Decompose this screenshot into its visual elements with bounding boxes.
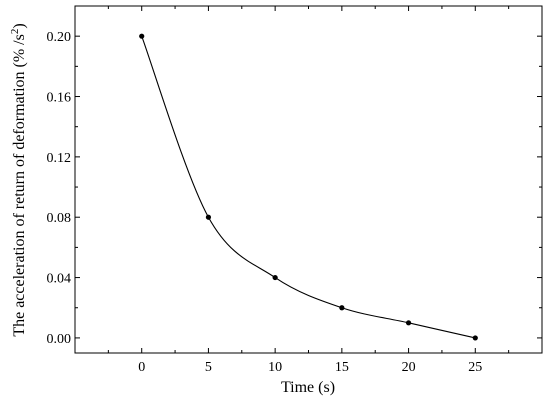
plot-frame	[74, 5, 543, 354]
y-axis-title-main: The acceleration of return of deformatio…	[11, 34, 28, 337]
y-axis-title-close: )	[11, 23, 28, 28]
x-tick-label: 0	[138, 360, 145, 375]
data-point	[139, 33, 145, 39]
fit-curve	[141, 35, 476, 339]
data-point	[339, 305, 345, 311]
x-tick-label: 10	[268, 360, 282, 375]
y-tick-label: 0.20	[47, 30, 72, 45]
x-tick-label: 25	[468, 360, 482, 375]
y-tick-label: 0.04	[47, 272, 72, 287]
tick-labels: 0 5 10 15 20 25 0.00 0.04 0.08 0.12 0.16 0.20	[47, 30, 483, 375]
y-tick-label: 0.08	[47, 211, 72, 226]
data-points	[139, 33, 478, 341]
data-point	[472, 335, 478, 341]
x-tick-label: 15	[335, 360, 349, 375]
data-point	[272, 274, 278, 281]
ticks	[74, 6, 543, 353]
y-tick-label: 0.16	[47, 91, 72, 106]
y-tick-label: 0.12	[47, 151, 72, 166]
x-tick-label: 20	[402, 360, 416, 375]
data-point	[405, 320, 412, 326]
x-tick-label: 5	[205, 360, 212, 375]
data-point	[205, 214, 212, 220]
y-axis-title-superscript: 2	[9, 29, 21, 35]
y-tick-label: 0.00	[47, 332, 72, 347]
y-axis-title: The acceleration of return of deformatio…	[9, 23, 28, 336]
x-axis-title: Time (s)	[281, 379, 335, 396]
